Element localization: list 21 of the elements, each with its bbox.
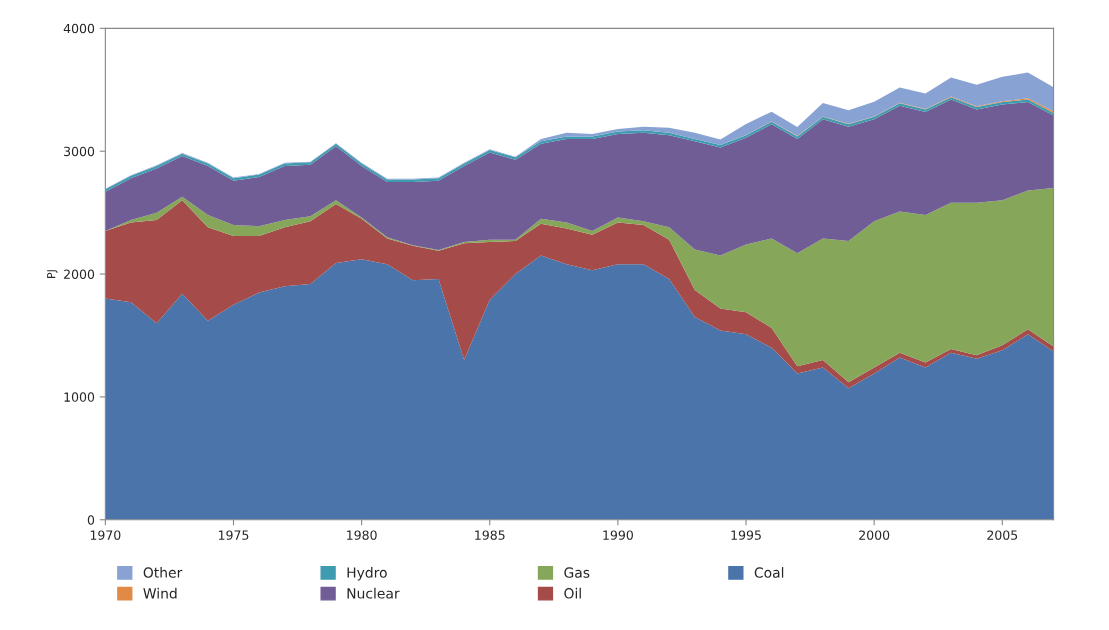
y-tick-label: 2000 [64,269,95,279]
legend-label: Nuclear [347,587,400,599]
y-axis-title: PJ [47,270,58,278]
legend-label: Gas [564,567,590,578]
x-tick-label: 1970 [90,530,121,540]
x-tick-label: 2005 [987,530,1018,540]
legend-label: Other [143,567,183,578]
legend-label: Oil [564,587,581,599]
legend-label: Wind [143,587,177,599]
legend-label: Coal [754,567,784,578]
x-tick-label: 2000 [859,530,890,540]
legend-label: Hydro [347,567,387,581]
x-tick-label: 1975 [218,530,249,540]
x-tick-label: 1995 [731,530,761,540]
x-tick-label: 1985 [475,530,505,540]
x-tick-label: 1980 [347,530,377,540]
y-tick-label: 1000 [64,392,95,402]
y-tick-label: 4000 [63,23,95,34]
y-tick-label: 0 [87,515,95,525]
y-tick-label: 3000 [64,146,95,157]
x-tick-label: 1990 [603,530,633,540]
